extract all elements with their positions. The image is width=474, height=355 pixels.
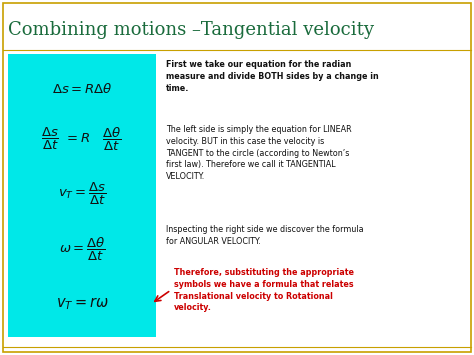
Text: First we take our equation for the radian
measure and divide BOTH sides by a cha: First we take our equation for the radia… <box>166 60 379 93</box>
Text: $= R$: $= R$ <box>64 132 90 146</box>
Text: $\omega = \dfrac{\Delta\theta}{\Delta t}$: $\omega = \dfrac{\Delta\theta}{\Delta t}… <box>59 235 105 263</box>
Bar <box>8 54 156 337</box>
Text: $\Delta s = R\Delta\theta$: $\Delta s = R\Delta\theta$ <box>52 82 112 96</box>
Text: $\dfrac{\Delta\theta}{\Delta t}$: $\dfrac{\Delta\theta}{\Delta t}$ <box>102 125 122 153</box>
Text: Therefore, substituting the appropriate
symbols we have a formula that relates
T: Therefore, substituting the appropriate … <box>174 268 354 312</box>
Text: The left side is simply the equation for LINEAR
velocity. BUT in this case the v: The left side is simply the equation for… <box>166 125 352 181</box>
Text: Inspecting the right side we discover the formula
for ANGULAR VELOCITY.: Inspecting the right side we discover th… <box>166 225 364 246</box>
Text: $\dfrac{\Delta s}{\Delta t}$: $\dfrac{\Delta s}{\Delta t}$ <box>41 126 59 152</box>
Text: $v_T = r\omega$: $v_T = r\omega$ <box>55 296 109 312</box>
Text: $v_T = \dfrac{\Delta s}{\Delta t}$: $v_T = \dfrac{\Delta s}{\Delta t}$ <box>58 181 106 207</box>
Text: Combining motions –Tangential velocity: Combining motions –Tangential velocity <box>8 21 374 39</box>
